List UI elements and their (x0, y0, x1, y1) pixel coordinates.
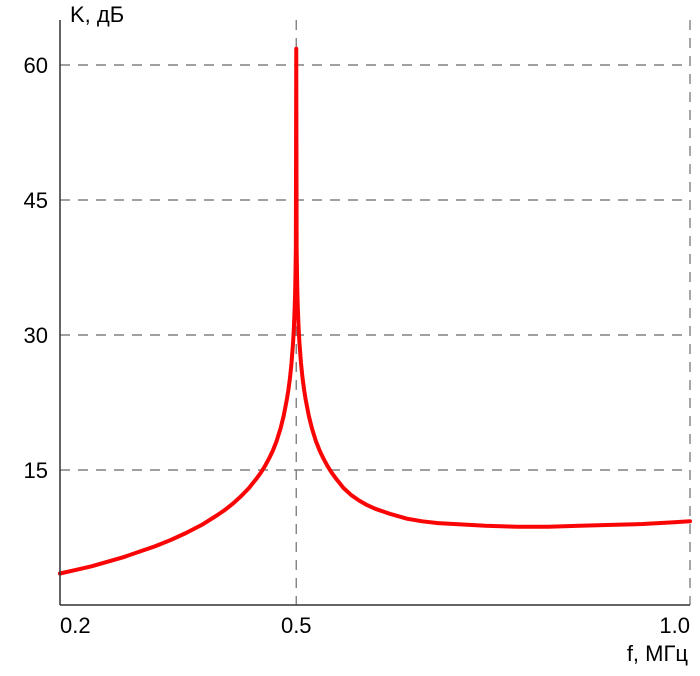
x-tick-label: 0.2 (60, 613, 91, 638)
x-axis-title: f, МГц (627, 641, 689, 666)
x-tick-label: 0.5 (281, 613, 312, 638)
series-resonance (60, 49, 690, 574)
y-tick-label: 60 (24, 53, 48, 78)
y-tick-label: 30 (24, 323, 48, 348)
x-tick-label: 1.0 (659, 613, 690, 638)
y-tick-label: 15 (24, 458, 48, 483)
y-axis-title: K, дБ (70, 2, 124, 27)
resonance-chart: 0.2 0.5 1.0 15 30 45 60 K, дБ f, МГц (0, 0, 700, 676)
y-tick-label: 45 (24, 188, 48, 213)
